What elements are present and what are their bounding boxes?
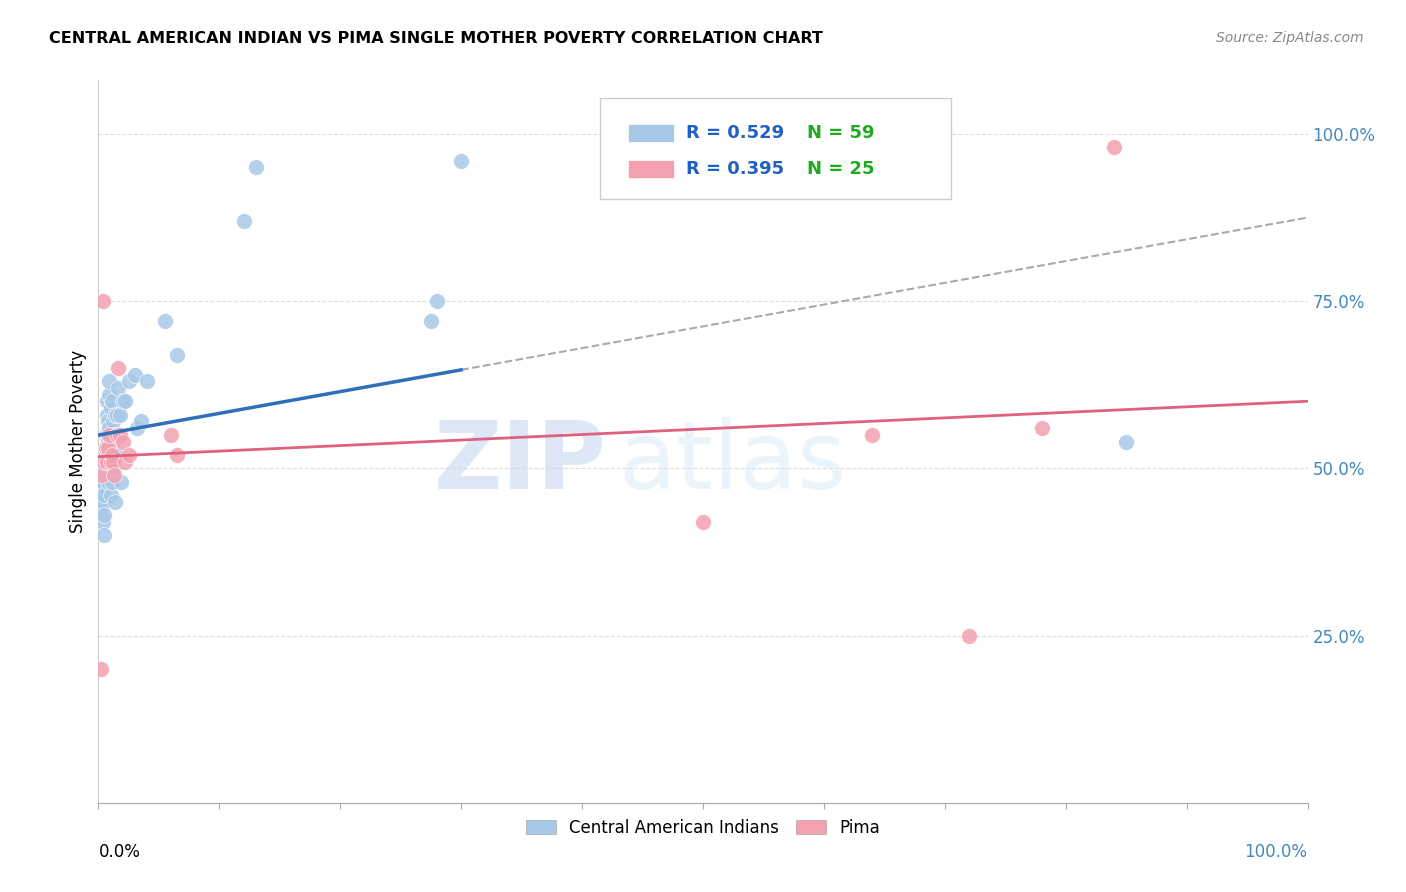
Point	[1102, 140, 1125, 154]
Point	[103, 427, 125, 442]
Point	[105, 427, 128, 442]
Point	[91, 467, 114, 482]
Point	[124, 368, 146, 382]
Point	[90, 508, 112, 523]
Point	[91, 482, 114, 496]
Point	[108, 408, 131, 422]
Point	[118, 375, 141, 389]
Point	[111, 434, 134, 449]
Point	[100, 427, 122, 442]
Point	[860, 427, 883, 442]
Point	[96, 408, 118, 422]
Point	[96, 455, 118, 469]
Point	[111, 394, 134, 409]
Point	[118, 448, 141, 462]
Point	[101, 414, 124, 429]
Point	[94, 448, 117, 462]
Point	[100, 455, 122, 469]
Point	[96, 394, 118, 409]
Point	[692, 515, 714, 529]
Point	[97, 427, 120, 442]
Point	[245, 161, 267, 175]
Point	[100, 401, 122, 416]
Point	[420, 314, 443, 328]
Point	[96, 455, 118, 469]
Text: atlas: atlas	[619, 417, 846, 509]
Point	[100, 394, 122, 409]
Point	[100, 442, 122, 455]
Point	[108, 427, 131, 442]
Point	[104, 494, 127, 508]
Point	[100, 475, 122, 489]
Point	[93, 455, 115, 469]
Point	[97, 434, 120, 449]
Point	[90, 488, 112, 502]
Point	[93, 508, 115, 523]
Text: N = 59: N = 59	[807, 124, 875, 142]
Point	[107, 448, 129, 462]
Point	[107, 381, 129, 395]
Point	[94, 427, 117, 442]
Point	[127, 421, 149, 435]
Legend: Central American Indians, Pima: Central American Indians, Pima	[517, 810, 889, 845]
Text: R = 0.529: R = 0.529	[686, 124, 785, 142]
Point	[93, 461, 115, 475]
Text: ZIP: ZIP	[433, 417, 606, 509]
Bar	[628, 160, 673, 178]
Point	[129, 414, 152, 429]
Point	[101, 448, 124, 462]
Point	[93, 488, 115, 502]
Text: 0.0%: 0.0%	[98, 843, 141, 861]
Point	[957, 628, 980, 642]
Point	[160, 427, 183, 442]
Point	[135, 375, 157, 389]
Text: CENTRAL AMERICAN INDIAN VS PIMA SINGLE MOTHER POVERTY CORRELATION CHART: CENTRAL AMERICAN INDIAN VS PIMA SINGLE M…	[49, 31, 823, 46]
Text: Source: ZipAtlas.com: Source: ZipAtlas.com	[1216, 31, 1364, 45]
Point	[98, 427, 121, 442]
Bar	[628, 124, 673, 142]
Point	[1031, 421, 1053, 435]
Point	[100, 488, 122, 502]
Point	[166, 348, 188, 362]
Point	[91, 475, 114, 489]
Text: N = 25: N = 25	[807, 160, 875, 178]
Point	[97, 475, 120, 489]
Point	[114, 394, 136, 409]
Point	[97, 442, 120, 455]
Point	[91, 494, 114, 508]
Point	[107, 361, 129, 376]
Point	[98, 387, 121, 401]
Point	[101, 455, 124, 469]
Point	[108, 427, 131, 442]
Point	[104, 408, 127, 422]
Point	[103, 461, 125, 475]
Point	[91, 515, 114, 529]
Point	[100, 448, 122, 462]
Point	[232, 214, 254, 228]
Point	[153, 314, 176, 328]
Y-axis label: Single Mother Poverty: Single Mother Poverty	[69, 350, 87, 533]
Point	[114, 455, 136, 469]
Point	[98, 375, 121, 389]
Point	[1115, 434, 1137, 449]
FancyBboxPatch shape	[600, 98, 950, 200]
Point	[100, 461, 122, 475]
Point	[91, 294, 114, 309]
Point	[97, 414, 120, 429]
Point	[94, 442, 117, 455]
Point	[91, 501, 114, 516]
Point	[450, 153, 472, 168]
Point	[98, 421, 121, 435]
Text: 100.0%: 100.0%	[1244, 843, 1308, 861]
Point	[93, 528, 115, 542]
Point	[105, 408, 128, 422]
Text: R = 0.395: R = 0.395	[686, 160, 785, 178]
Point	[103, 467, 125, 482]
Point	[426, 294, 449, 309]
Point	[166, 448, 188, 462]
Point	[105, 427, 128, 442]
Point	[94, 467, 117, 482]
Point	[110, 475, 132, 489]
Point	[90, 662, 112, 676]
